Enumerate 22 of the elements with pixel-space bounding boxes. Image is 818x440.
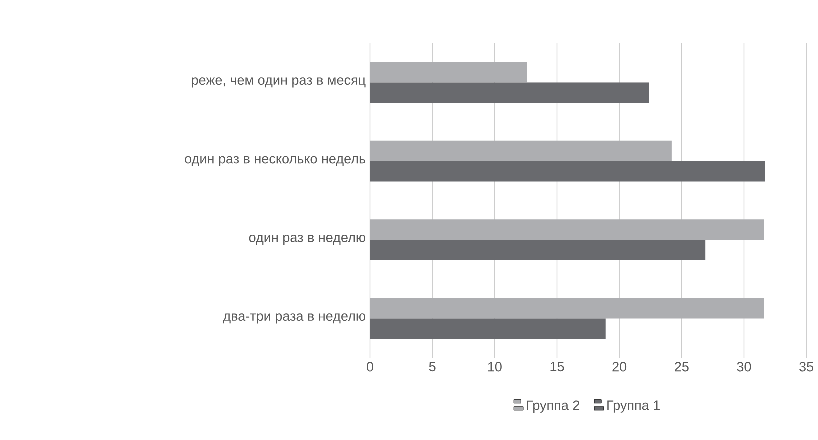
bar: [370, 318, 606, 340]
bar: [370, 82, 650, 104]
legend-label: Группа 2: [527, 400, 580, 414]
bar: [370, 62, 528, 83]
y-tick-label: реже, чем один раз в месяц: [192, 78, 366, 88]
bar: [370, 298, 764, 319]
legend-label: Группа 1: [608, 400, 660, 413]
bar: [370, 220, 764, 240]
y-tick-label: два-три раза в неделю: [223, 314, 366, 324]
x-tick-label: 20: [612, 362, 627, 372]
x-tick-label: 10: [488, 362, 502, 372]
y-tick-label: один раз в неделю: [249, 235, 366, 246]
bar: [370, 161, 766, 182]
x-tick-label: 35: [800, 362, 814, 372]
bar: [370, 140, 672, 162]
y-tick-label: один раз в несколько недель: [185, 156, 366, 166]
x-tick-label: 30: [737, 362, 752, 372]
bar: [370, 240, 706, 261]
x-tick-label: 25: [675, 362, 689, 372]
x-tick-label: 5: [429, 362, 436, 372]
x-tick-label: 15: [550, 362, 564, 372]
x-tick-label: 0: [367, 362, 374, 372]
